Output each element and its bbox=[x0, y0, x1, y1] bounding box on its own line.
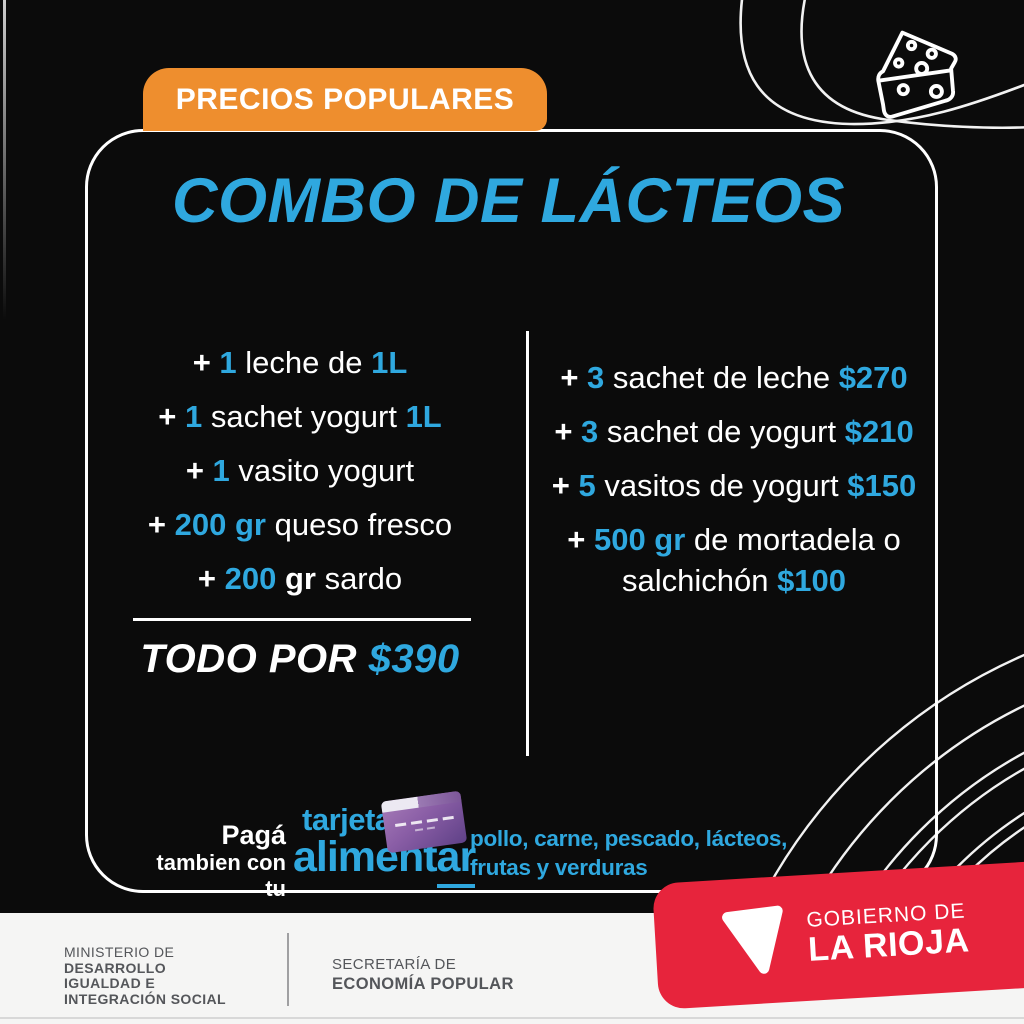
text-segment: 1L bbox=[405, 399, 442, 434]
card-number-row bbox=[384, 814, 464, 828]
paga-line1: Pagá bbox=[221, 820, 286, 850]
cheese-icon bbox=[872, 28, 964, 120]
text-segment: + bbox=[560, 360, 588, 395]
text-segment: 200 bbox=[224, 561, 277, 596]
text-segment: leche de bbox=[236, 345, 372, 380]
text-segment: sardo bbox=[315, 561, 403, 596]
list-item: + 1 sachet yogurt 1L bbox=[90, 390, 510, 444]
paga-text: Pagá tambien con tu bbox=[130, 820, 286, 902]
combo-items-list: + 1 leche de 1L + 1 sachet yogurt 1L + 1 v… bbox=[90, 336, 510, 606]
list-item: + 3 sachet de leche $270 bbox=[530, 357, 938, 399]
secretary-line2: ECONOMÍA POPULAR bbox=[332, 975, 514, 993]
text-segment: de mortadela o salchichón bbox=[621, 521, 901, 599]
gov-badge-text: GOBIERNO DE LA RIOJA bbox=[806, 899, 971, 969]
swirl-lines-icon bbox=[739, 0, 1024, 130]
text-segment: queso fresco bbox=[265, 507, 453, 542]
text-segment: sachet de leche bbox=[604, 360, 839, 395]
total-divider-line bbox=[133, 618, 471, 621]
bottom-hairline bbox=[0, 1017, 1024, 1019]
list-item: + 1 leche de 1L bbox=[90, 336, 510, 390]
text-segment: 5 bbox=[578, 467, 596, 503]
text-segment: 200 gr bbox=[174, 507, 266, 542]
list-item: + 200 gr queso fresco bbox=[90, 498, 510, 552]
text-segment: 1L bbox=[371, 345, 408, 380]
list-item: + 5 vasitos de yogurt $150 bbox=[530, 465, 938, 507]
text-segment: 3 bbox=[581, 413, 599, 449]
column-divider-line bbox=[526, 331, 529, 756]
text-segment: $150 bbox=[847, 467, 917, 503]
list-item: + 3 sachet de yogurt $210 bbox=[530, 411, 938, 453]
ministry-line4: INTEGRACIÓN SOCIAL bbox=[64, 990, 226, 1007]
paga-line2: tambien con tu bbox=[156, 850, 286, 901]
text-segment: $390 bbox=[368, 637, 460, 681]
text-segment: 1 bbox=[219, 345, 237, 380]
footer-divider-line bbox=[287, 933, 289, 1006]
text-segment: $270 bbox=[838, 360, 908, 395]
ministry-line3: IGUALDAD E bbox=[64, 975, 156, 991]
text-segment: 500 gr bbox=[593, 521, 686, 557]
precios-populares-badge: PRECIOS POPULARES bbox=[143, 68, 547, 131]
text-segment: $100 bbox=[777, 563, 847, 599]
left-edge-line bbox=[3, 0, 6, 320]
ministry-line1: MINISTERIO DE bbox=[64, 944, 175, 960]
tarjeta-logo-word: tarjeta bbox=[302, 802, 392, 837]
page-title: COMBO DE LÁCTEOS bbox=[171, 166, 845, 236]
text-segment: $210 bbox=[844, 413, 914, 449]
gobierno-la-rioja-badge: GOBIERNO DE LA RIOJA bbox=[652, 859, 1024, 1010]
gov-badge-line2: LA RIOJA bbox=[807, 921, 971, 969]
alimentar-logo-word: alimentar bbox=[293, 833, 476, 888]
text-segment: + bbox=[197, 561, 225, 596]
products-text: pollo, carne, pescado, lácteos, frutas y… bbox=[470, 824, 787, 882]
products-line2: frutas y verduras bbox=[470, 855, 648, 880]
text-segment: + bbox=[554, 413, 582, 449]
text-segment: + bbox=[185, 453, 213, 488]
products-line1: pollo, carne, pescado, lácteos, bbox=[470, 826, 788, 851]
text-segment: vasitos de yogurt bbox=[595, 467, 848, 503]
tarjeta-alimentar-card bbox=[380, 790, 468, 854]
text-segment: + bbox=[192, 345, 220, 380]
ministry-line2: DESARROLLO bbox=[64, 959, 166, 976]
la-rioja-triangle-logo bbox=[722, 905, 783, 974]
ministry-block: MINISTERIO DE DESARROLLO IGUALDAD E INTE… bbox=[64, 944, 226, 1007]
secretary-block: SECRETARÍA DE ECONOMÍA POPULAR bbox=[332, 956, 514, 994]
text-segment: vasito yogurt bbox=[229, 453, 415, 488]
text-segment: + bbox=[147, 507, 175, 542]
text-segment: + bbox=[158, 399, 185, 434]
text-segment: sachet de yogurt bbox=[598, 413, 845, 449]
text-segment: 3 bbox=[587, 360, 605, 395]
list-item: + 1 vasito yogurt bbox=[90, 444, 510, 498]
text-segment: TODO POR bbox=[140, 637, 369, 681]
secretary-line1: SECRETARÍA DE bbox=[332, 956, 457, 973]
text-segment: + bbox=[551, 467, 579, 503]
text-segment: 1 bbox=[212, 453, 230, 488]
individual-prices-list: + 3 sachet de leche $270 + 3 sachet de yo… bbox=[530, 357, 938, 614]
text-segment: sachet yogurt bbox=[202, 399, 406, 434]
list-item: + 500 gr de mortadela o salchichón $100 bbox=[530, 519, 938, 603]
badge-label: PRECIOS POPULARES bbox=[175, 82, 515, 116]
text-segment: 1 bbox=[184, 399, 203, 434]
total-price: TODO POR $390 bbox=[90, 637, 510, 682]
text-segment: gr bbox=[276, 561, 316, 596]
text-segment: + bbox=[567, 521, 594, 557]
list-item: + 200 gr sardo bbox=[90, 552, 510, 606]
